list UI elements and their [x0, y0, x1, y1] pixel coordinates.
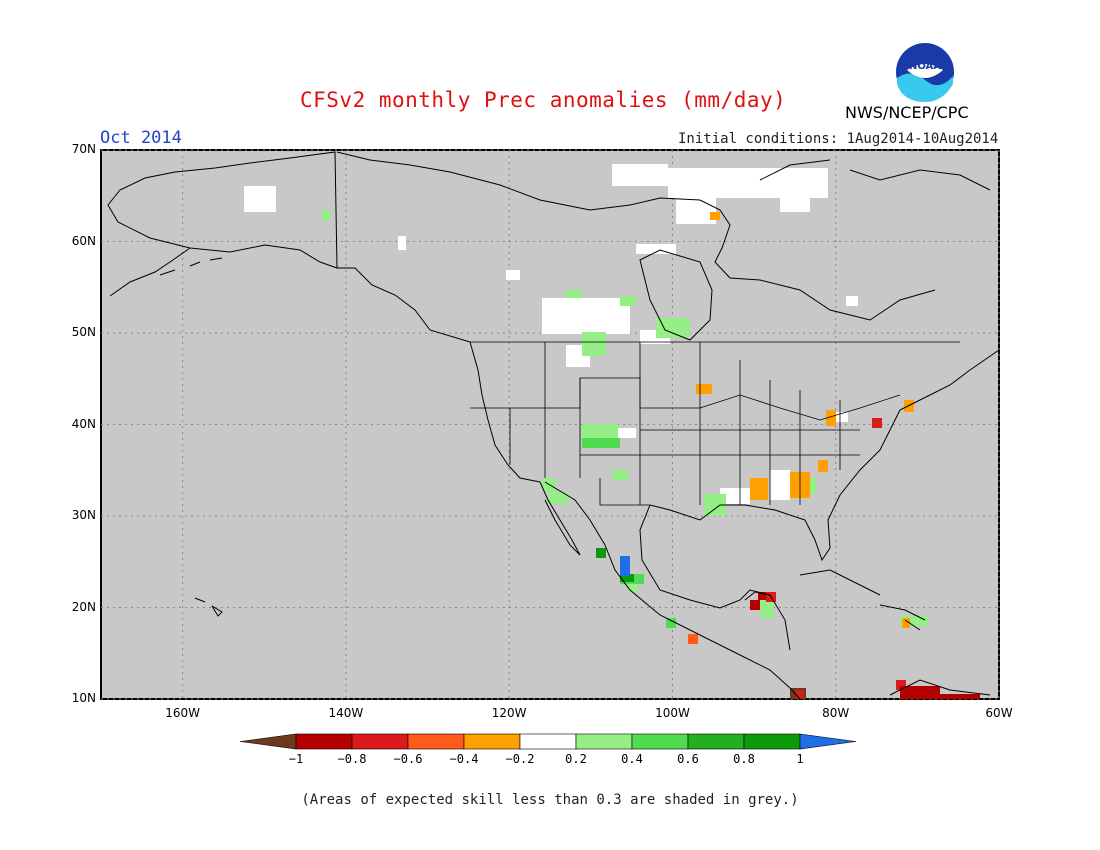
anomaly-cell — [836, 412, 848, 422]
anomaly-cell — [710, 212, 720, 220]
anomaly-cell — [666, 618, 676, 628]
lat-label: 10N — [71, 691, 96, 705]
lat-label: 40N — [71, 416, 96, 431]
anomaly-cell — [548, 492, 568, 504]
colorbar-tick-label: −0.6 — [393, 752, 423, 766]
map-gridlines — [101, 149, 1000, 700]
state-borders — [470, 341, 960, 506]
colorbar-swatch — [351, 733, 409, 750]
colorbar-arrow-low — [239, 733, 297, 750]
anomaly-cell — [596, 548, 606, 558]
anomaly-cell — [656, 318, 690, 338]
svg-text:NOAA: NOAA — [909, 61, 941, 72]
anomaly-cell — [818, 460, 828, 472]
colorbar-tick-label: 0.6 — [677, 752, 699, 766]
anomaly-cell — [620, 296, 636, 306]
anomaly-cell — [542, 298, 630, 334]
lon-label: 160W — [165, 706, 201, 720]
anomaly-cell — [582, 332, 606, 356]
lat-label: 20N — [71, 599, 96, 614]
colorbar-tick-label: −0.2 — [505, 752, 535, 766]
anomaly-cell — [770, 470, 790, 500]
anomaly-cell — [758, 592, 766, 600]
skill-footnote: (Areas of expected skill less than 0.3 a… — [301, 792, 799, 808]
anomaly-cell — [398, 236, 406, 250]
anomaly-cell — [322, 210, 330, 220]
anomaly-cell — [704, 494, 726, 516]
anomaly-cell — [750, 478, 768, 500]
forecast-month: Oct 2014 — [100, 128, 182, 148]
anomaly-cell — [826, 410, 836, 426]
anomaly-cell — [720, 488, 750, 504]
anomaly-cell — [582, 438, 620, 448]
anomaly-cell — [620, 574, 634, 582]
colorbar-tick-label: −0.4 — [449, 752, 479, 766]
anomaly-cell — [612, 164, 668, 186]
anomaly-cell — [244, 186, 276, 212]
anomaly-cell — [750, 600, 760, 610]
lat-label: 70N — [71, 142, 96, 156]
lat-label: 50N — [71, 325, 96, 339]
lon-label: 60W — [985, 706, 1013, 720]
colorbar-tick-label: 0.2 — [565, 752, 587, 766]
anomaly-cell — [688, 634, 698, 644]
anomaly-cell — [846, 296, 858, 306]
colorbar-swatch — [407, 733, 465, 750]
lat-label: 60N — [71, 233, 96, 248]
initial-conditions: Initial conditions: 1Aug2014-10Aug2014 — [678, 131, 999, 147]
map-plot-area — [100, 149, 1000, 700]
anomaly-cell — [796, 690, 804, 698]
anomaly-cell — [612, 470, 628, 480]
colorbar-swatch — [463, 733, 521, 750]
anomaly-cell — [636, 244, 676, 254]
colorbar-tick-label: 1 — [796, 752, 804, 766]
lon-label: 140W — [328, 706, 364, 720]
lat-label: 30N — [71, 508, 96, 522]
lon-label: 100W — [655, 706, 690, 720]
coastlines — [107, 151, 1000, 700]
anomaly-cell — [620, 556, 630, 576]
anomaly-cell — [542, 478, 556, 492]
colorbar-swatch — [575, 733, 633, 750]
anomaly-cell — [780, 190, 810, 212]
anomaly-cell — [896, 680, 906, 690]
colorbar-tick-label: −1 — [288, 752, 304, 766]
anomaly-cell — [900, 616, 928, 626]
anomaly-cell — [610, 428, 636, 438]
anomaly-cells — [244, 164, 980, 699]
colorbar-tick-label: 0.8 — [733, 752, 755, 766]
colorbar-swatch — [295, 733, 353, 750]
lon-label: 80W — [822, 706, 850, 720]
anomaly-cell — [930, 694, 980, 699]
colorbar-swatch — [743, 733, 801, 750]
map-title: CFSv2 monthly Prec anomalies (mm/day) — [300, 88, 787, 112]
anomaly-cell — [506, 270, 520, 280]
agency-name: NWS/NCEP/CPC — [845, 103, 969, 122]
colorbar-arrow-high — [799, 733, 857, 750]
colorbar-swatch — [687, 733, 745, 750]
noaa-logo-icon: NOAA — [894, 41, 956, 103]
anomaly-cell — [696, 384, 712, 394]
lon-label: 120W — [491, 706, 527, 720]
colorbar-swatch — [631, 733, 689, 750]
anomaly-cell — [872, 418, 882, 428]
anomaly-cell — [902, 618, 910, 628]
colorbar-tick-label: 0.4 — [621, 752, 643, 766]
anomaly-cell — [628, 580, 638, 592]
colorbar-tick-label: −0.8 — [337, 752, 367, 766]
colorbar-swatch — [519, 733, 577, 750]
anomaly-cell — [566, 290, 582, 298]
anomaly-cell — [676, 196, 716, 224]
